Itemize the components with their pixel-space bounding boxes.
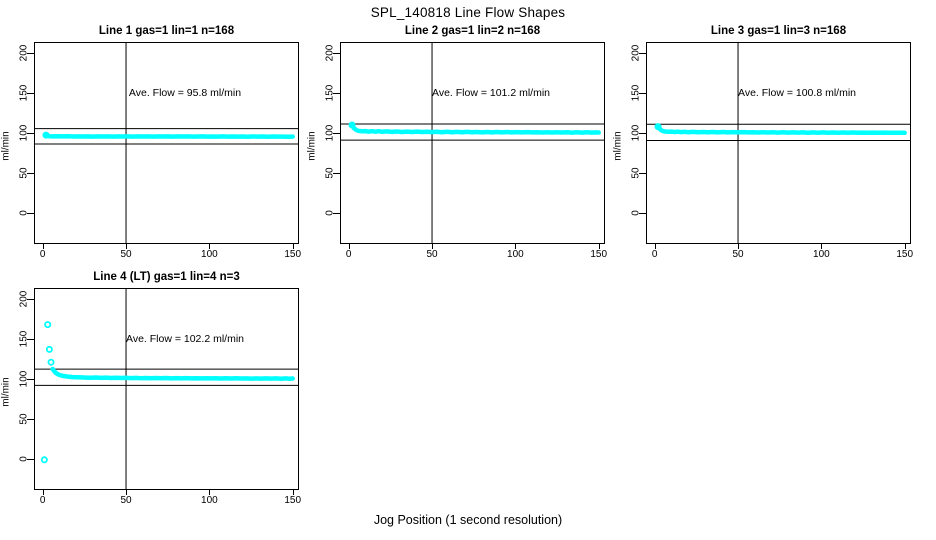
y-tick [27,378,34,380]
y-tick-label: 100 [18,124,30,142]
panel-line-4: Line 4 (LT) gas=1 lin=4 n=3 Ave. Flow = … [1,271,302,506]
y-tick [639,132,646,134]
x-axis-title: Jog Position (1 second resolution) [373,513,563,527]
panel-title: Line 2 gas=1 lin=2 n=168 [404,25,541,37]
y-axis-label: ml/min [306,131,318,161]
x-tick [42,489,44,495]
y-tick [333,132,340,134]
x-tick-label: 150 [284,495,302,506]
y-tick-label: 200 [18,44,30,62]
x-tick [292,243,294,249]
y-tick [639,92,646,94]
y-tick-label: 0 [18,210,30,216]
x-tick-label: 0 [651,249,658,260]
x-tick-label: 150 [284,249,302,260]
y-tick [639,212,646,214]
y-tick-label: 50 [630,167,642,179]
x-tick [209,243,211,249]
x-tick [126,489,128,495]
y-tick-label: 150 [630,84,642,102]
y-tick-label: 150 [18,330,30,348]
x-tick-label: 150 [590,249,608,260]
y-axis-label: ml/min [0,131,12,161]
y-tick-label: 200 [630,44,642,62]
ave-flow-annotation: Ave. Flow = 100.8 ml/min [738,87,856,99]
x-tick-label: 100 [507,249,524,260]
y-tick [27,458,34,460]
x-tick-label: 50 [732,249,744,260]
x-tick [515,243,517,249]
ave-flow-annotation: Ave. Flow = 101.2 ml/min [432,87,550,99]
y-tick-label: 0 [324,210,336,216]
y-tick [333,212,340,214]
y-tick [27,172,34,174]
y-tick-label: 50 [18,167,30,179]
y-tick [27,52,34,54]
y-tick [27,132,34,134]
x-tick [292,489,294,495]
x-tick [432,243,434,249]
x-tick-label: 0 [345,249,352,260]
x-tick [821,243,823,249]
x-tick-label: 50 [426,249,438,260]
ave-flow-annotation: Ave. Flow = 95.8 ml/min [128,87,242,99]
x-tick [126,243,128,249]
plot-area [646,42,911,244]
y-tick [27,418,34,420]
x-tick-label: 0 [39,495,46,506]
x-tick [209,489,211,495]
panel-title: Line 3 gas=1 lin=3 n=168 [710,25,847,37]
x-tick [348,243,350,249]
y-tick [333,92,340,94]
x-tick-label: 50 [120,249,132,260]
y-tick-label: 0 [630,210,642,216]
panel-title: Line 4 (LT) gas=1 lin=4 n=3 [93,271,240,283]
y-tick-label: 0 [18,456,30,462]
x-tick [904,243,906,249]
x-tick-label: 100 [201,495,218,506]
y-tick [27,338,34,340]
y-tick [333,52,340,54]
plot-area [34,288,299,490]
plot-area [340,42,605,244]
panel-line-3: Line 3 gas=1 lin=3 n=168 Ave. Flow = 100… [613,25,914,260]
y-tick [639,172,646,174]
y-tick-label: 200 [324,44,336,62]
x-tick [42,243,44,249]
y-tick-label: 50 [324,167,336,179]
x-tick-label: 100 [813,249,830,260]
panel-line-1: Line 1 gas=1 lin=1 n=168 Ave. Flow = 95.… [1,25,302,260]
y-tick [27,212,34,214]
x-tick [738,243,740,249]
y-axis-label: ml/min [0,377,12,407]
x-tick-label: 150 [896,249,914,260]
x-tick-label: 0 [39,249,46,260]
y-tick-label: 100 [324,124,336,142]
plot-area [34,42,299,244]
y-tick-label: 100 [18,370,30,388]
x-tick-label: 100 [201,249,218,260]
x-tick [654,243,656,249]
y-tick-label: 50 [18,413,30,425]
ave-flow-annotation: Ave. Flow = 102.2 ml/min [126,333,244,345]
y-tick-label: 100 [630,124,642,142]
panel-line-2: Line 2 gas=1 lin=2 n=168 Ave. Flow = 101… [307,25,608,260]
y-tick [27,92,34,94]
panel-title: Line 1 gas=1 lin=1 n=168 [98,25,235,37]
x-tick-label: 50 [120,495,132,506]
y-tick-label: 200 [18,290,30,308]
y-tick [333,172,340,174]
y-tick [639,52,646,54]
y-tick [27,298,34,300]
figure-title: SPL_140818 Line Flow Shapes [370,5,566,20]
y-axis-label: ml/min [612,131,624,161]
y-tick-label: 150 [18,84,30,102]
y-tick-label: 150 [324,84,336,102]
x-tick [598,243,600,249]
